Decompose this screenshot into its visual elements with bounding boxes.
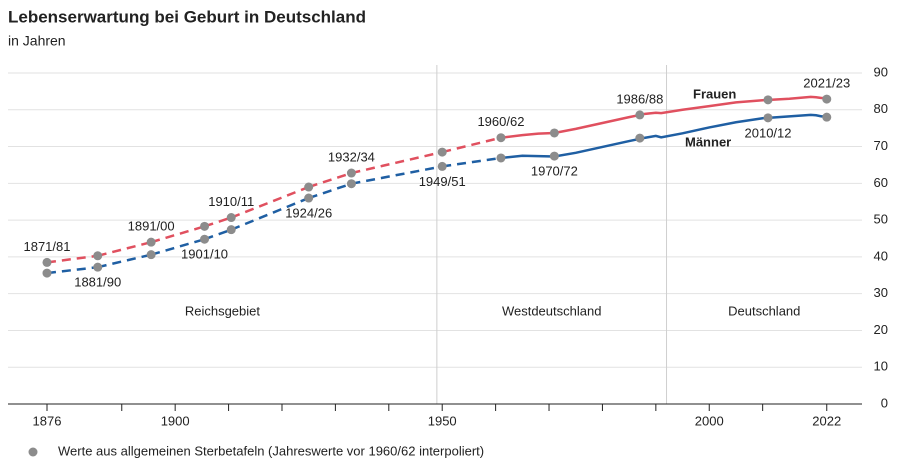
y-tick-label: 30 [874, 285, 888, 300]
dashed-segment [442, 156, 502, 168]
period-label: 1910/11 [208, 194, 254, 209]
y-tick-label: 70 [874, 138, 888, 153]
period-label: 2010/12 [745, 125, 792, 140]
period-dot [822, 94, 832, 104]
series-label: Frauen [693, 86, 736, 101]
period-label: 1949/51 [419, 174, 466, 189]
period-dot [304, 193, 314, 203]
dashed-segment [351, 165, 443, 185]
period-dot [635, 110, 645, 120]
period-dot [304, 182, 314, 192]
x-tick-label: 2000 [695, 413, 724, 428]
period-label: 2021/23 [803, 76, 850, 91]
period-dot [226, 225, 236, 235]
period-label: 1960/62 [477, 114, 524, 129]
y-tick-label: 50 [874, 212, 888, 227]
period-dot [496, 133, 506, 143]
y-tick-label: 80 [874, 101, 888, 116]
dashed-segment [150, 225, 205, 244]
period-label: 1924/26 [285, 205, 332, 220]
x-tick-label: 1900 [161, 413, 190, 428]
region-label: Reichsgebiet [185, 303, 261, 318]
period-dot [437, 161, 447, 171]
period-dot [93, 251, 103, 261]
period-dot [200, 234, 210, 244]
dashed-segment [351, 150, 443, 175]
period-dot [346, 179, 356, 189]
region-label: Westdeutschland [502, 303, 602, 318]
period-dot [549, 151, 559, 161]
y-tick-label: 90 [874, 64, 888, 79]
period-dot [437, 147, 447, 157]
period-dot [549, 128, 559, 138]
period-dot [763, 113, 773, 123]
period-dot [635, 133, 645, 143]
y-tick-label: 60 [874, 175, 888, 190]
dashed-segment [97, 240, 152, 257]
period-label: 1901/10 [181, 247, 228, 262]
period-dot [822, 112, 832, 122]
dashed-segment [46, 265, 98, 275]
period-dot [763, 95, 773, 105]
period-dot [496, 153, 506, 163]
series-label: Männer [685, 134, 731, 149]
y-tick-label: 20 [874, 322, 888, 337]
chart-title: Lebenserwartung bei Geburt in Deutschlan… [8, 7, 366, 26]
period-dot [200, 221, 210, 231]
legend-label: Werte aus allgemeinen Sterbetafeln (Jahr… [58, 443, 484, 458]
dashed-segment [150, 238, 205, 256]
period-dot [93, 262, 103, 272]
period-dot [42, 257, 52, 267]
dashed-segment [204, 216, 232, 228]
period-label: 1881/90 [74, 275, 121, 290]
period-label: 1871/81 [23, 239, 70, 254]
period-dot [146, 250, 156, 260]
y-tick-label: 10 [874, 359, 888, 374]
period-label: 1932/34 [328, 149, 375, 164]
region-label: Deutschland [728, 303, 800, 318]
dashed-segment [308, 182, 352, 200]
x-tick-label: 1876 [33, 413, 62, 428]
y-tick-label: 40 [874, 248, 888, 263]
period-dot [42, 268, 52, 278]
dashed-segment [441, 136, 502, 154]
period-label: 1970/72 [531, 164, 578, 179]
period-label: 1891/00 [128, 219, 175, 234]
dashed-segment [97, 253, 152, 269]
period-label: 1986/88 [616, 91, 663, 106]
dashed-segment [308, 171, 352, 189]
x-tick-label: 2022 [812, 413, 841, 428]
period-dot [146, 237, 156, 247]
x-tick-label: 1950 [428, 413, 457, 428]
y-tick-label: 0 [881, 395, 888, 410]
chart-subtitle: in Jahren [8, 33, 66, 49]
period-dot [346, 168, 356, 178]
period-dot [226, 213, 236, 223]
legend-dot [28, 447, 38, 457]
dashed-segment [46, 254, 98, 264]
dashed-segment [204, 228, 232, 241]
